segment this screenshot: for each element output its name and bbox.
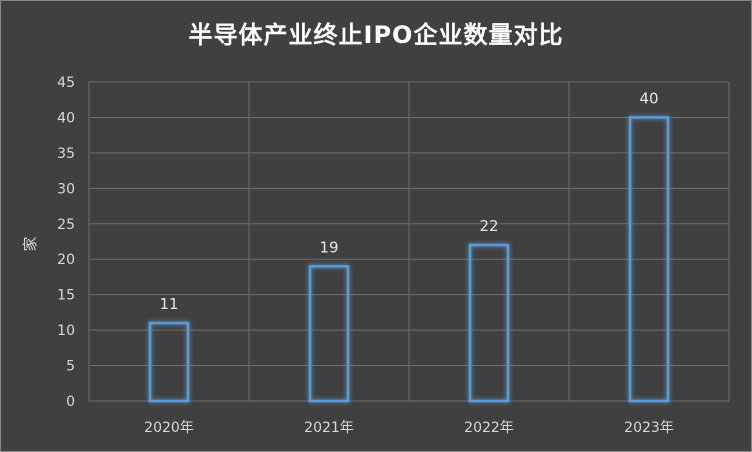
x-tick-label: 2022年 (464, 420, 514, 436)
bar-2022年 (468, 243, 510, 403)
y-tick-label: 45 (57, 75, 75, 91)
y-tick-label: 15 (57, 288, 75, 304)
x-tick-label: 2023年 (624, 420, 674, 436)
y-tick-label: 35 (57, 146, 75, 162)
data-label: 19 (319, 238, 338, 256)
y-tick-label: 5 (66, 359, 75, 375)
y-axis-label: 家 (21, 236, 39, 251)
y-tick-label: 20 (57, 252, 75, 268)
y-tick-label: 40 (57, 110, 75, 126)
bar-2021年 (308, 265, 350, 403)
x-tick-label: 2021年 (304, 420, 354, 436)
y-tick-label: 25 (57, 217, 75, 233)
y-tick-label: 10 (57, 323, 75, 339)
chart-title: 半导体产业终止IPO企业数量对比 (188, 21, 564, 49)
y-tick-label: 0 (66, 394, 75, 410)
y-tick-label: 30 (57, 181, 75, 197)
bar-2023年 (628, 116, 670, 403)
data-label: 40 (639, 89, 658, 107)
bar-2020年 (148, 321, 190, 403)
data-label: 11 (159, 295, 178, 313)
x-tick-label: 2020年 (144, 420, 194, 436)
data-label: 22 (479, 217, 498, 235)
